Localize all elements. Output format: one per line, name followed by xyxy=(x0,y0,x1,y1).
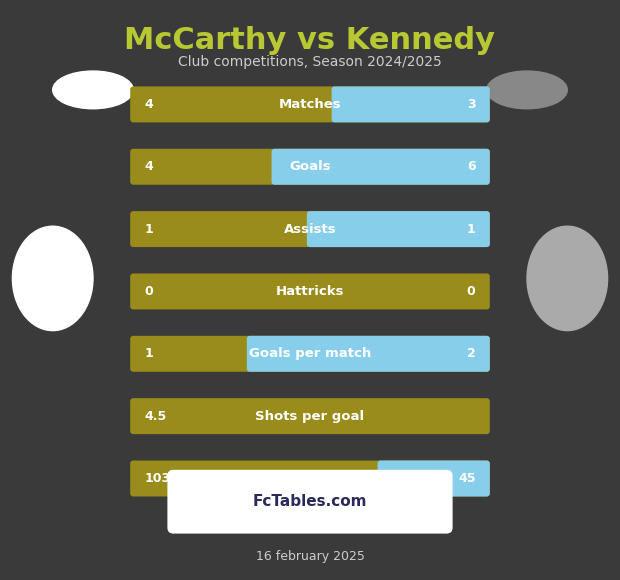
Text: Goals per match: Goals per match xyxy=(249,347,371,360)
Text: 1: 1 xyxy=(467,223,476,235)
FancyBboxPatch shape xyxy=(272,149,490,185)
Text: 103: 103 xyxy=(144,472,170,485)
Text: 45: 45 xyxy=(458,472,476,485)
Text: 0: 0 xyxy=(144,285,153,298)
FancyBboxPatch shape xyxy=(130,398,490,434)
Text: 0: 0 xyxy=(467,285,476,298)
Ellipse shape xyxy=(487,71,567,109)
Text: Shots per goal: Shots per goal xyxy=(255,409,365,423)
Text: 3: 3 xyxy=(467,98,476,111)
FancyBboxPatch shape xyxy=(378,461,490,496)
FancyBboxPatch shape xyxy=(130,461,490,496)
Text: 6: 6 xyxy=(467,160,476,173)
FancyBboxPatch shape xyxy=(130,274,490,310)
Text: FcTables.com: FcTables.com xyxy=(253,494,367,509)
FancyBboxPatch shape xyxy=(130,86,490,122)
Text: 4: 4 xyxy=(144,98,153,111)
FancyBboxPatch shape xyxy=(130,211,490,247)
Text: 4: 4 xyxy=(144,160,153,173)
FancyBboxPatch shape xyxy=(130,149,490,185)
Text: Assists: Assists xyxy=(284,223,336,235)
Text: 1: 1 xyxy=(144,223,153,235)
Ellipse shape xyxy=(527,226,608,331)
FancyBboxPatch shape xyxy=(130,336,490,372)
Text: Hattricks: Hattricks xyxy=(276,285,344,298)
Text: Goals: Goals xyxy=(289,160,331,173)
Text: 1: 1 xyxy=(144,347,153,360)
FancyBboxPatch shape xyxy=(307,211,490,247)
Ellipse shape xyxy=(53,71,133,109)
Text: Min per goal: Min per goal xyxy=(263,472,357,485)
FancyBboxPatch shape xyxy=(332,86,490,122)
FancyBboxPatch shape xyxy=(167,470,453,534)
Text: Club competitions, Season 2024/2025: Club competitions, Season 2024/2025 xyxy=(178,55,442,69)
Text: 2: 2 xyxy=(467,347,476,360)
Text: 4.5: 4.5 xyxy=(144,409,167,423)
Text: 16 february 2025: 16 february 2025 xyxy=(255,550,365,563)
FancyBboxPatch shape xyxy=(247,336,490,372)
Text: Matches: Matches xyxy=(278,98,342,111)
Ellipse shape xyxy=(12,226,93,331)
Text: McCarthy vs Kennedy: McCarthy vs Kennedy xyxy=(125,26,495,55)
